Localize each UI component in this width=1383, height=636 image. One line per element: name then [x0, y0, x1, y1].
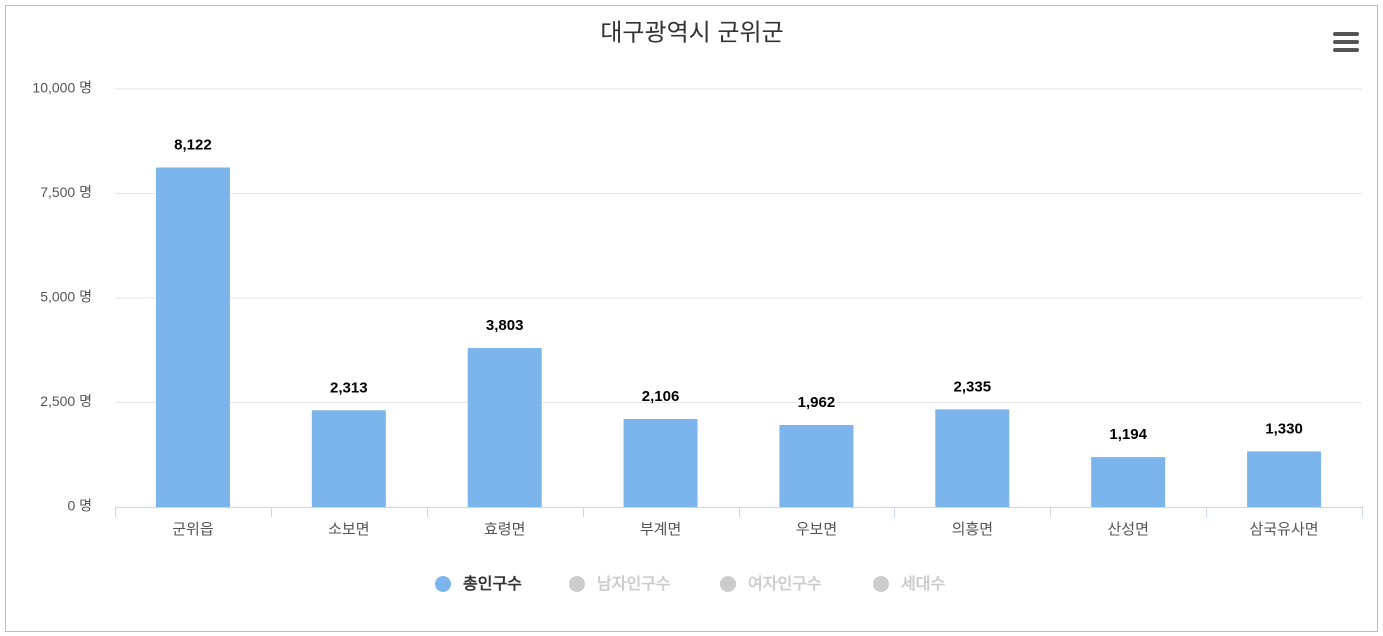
bar: [311, 410, 386, 507]
y-tick-label: 2,500 명: [40, 393, 92, 409]
x-tick-label: 삼국유사면: [1250, 521, 1319, 538]
data-label: 2,313: [330, 379, 368, 396]
y-tick-label: 10,000 명: [32, 80, 92, 96]
data-label: 1,330: [1265, 420, 1303, 437]
menu-bar: [1333, 40, 1359, 44]
bar: [1247, 451, 1322, 507]
data-label: 8,122: [174, 136, 212, 153]
x-tick-label: 소보면: [328, 521, 369, 538]
data-label: 2,106: [642, 388, 680, 405]
x-tick-label: 우보면: [796, 521, 837, 538]
bar: [623, 418, 698, 507]
legend-label[interactable]: 남자인구수: [597, 575, 671, 593]
chart-frame: [5, 5, 1378, 632]
y-tick-label: 7,500 명: [40, 184, 92, 200]
bar: [467, 348, 542, 507]
bar: [1091, 457, 1166, 507]
data-label: 1,962: [798, 394, 836, 411]
x-tick-label: 의흥면: [952, 520, 993, 538]
legend-marker[interactable]: [569, 576, 585, 592]
bar: [779, 424, 854, 507]
data-label: 2,335: [954, 378, 992, 395]
x-tick-label: 효령면: [484, 521, 525, 538]
legend-marker[interactable]: [720, 576, 736, 592]
legend-label[interactable]: 총인구수: [463, 575, 522, 593]
chart-title: 대구광역시 군위군: [600, 19, 783, 46]
menu-button[interactable]: [1333, 32, 1359, 52]
y-tick-label: 5,000 명: [40, 289, 92, 305]
legend-marker[interactable]: [435, 576, 451, 592]
bar: [935, 409, 1010, 507]
x-tick-label: 부계면: [640, 521, 681, 538]
x-tick-label: 군위읍: [172, 521, 213, 538]
data-label: 1,194: [1109, 426, 1147, 443]
legend-marker[interactable]: [873, 576, 889, 592]
legend-label[interactable]: 여자인구수: [748, 575, 822, 593]
bar: [155, 167, 230, 507]
menu-bar: [1333, 48, 1359, 52]
x-tick-label: 산성면: [1107, 521, 1148, 538]
menu-bar: [1333, 32, 1359, 36]
y-tick-label: 0 명: [67, 498, 92, 514]
legend-label[interactable]: 세대수: [901, 575, 945, 593]
data-label: 3,803: [486, 317, 524, 334]
